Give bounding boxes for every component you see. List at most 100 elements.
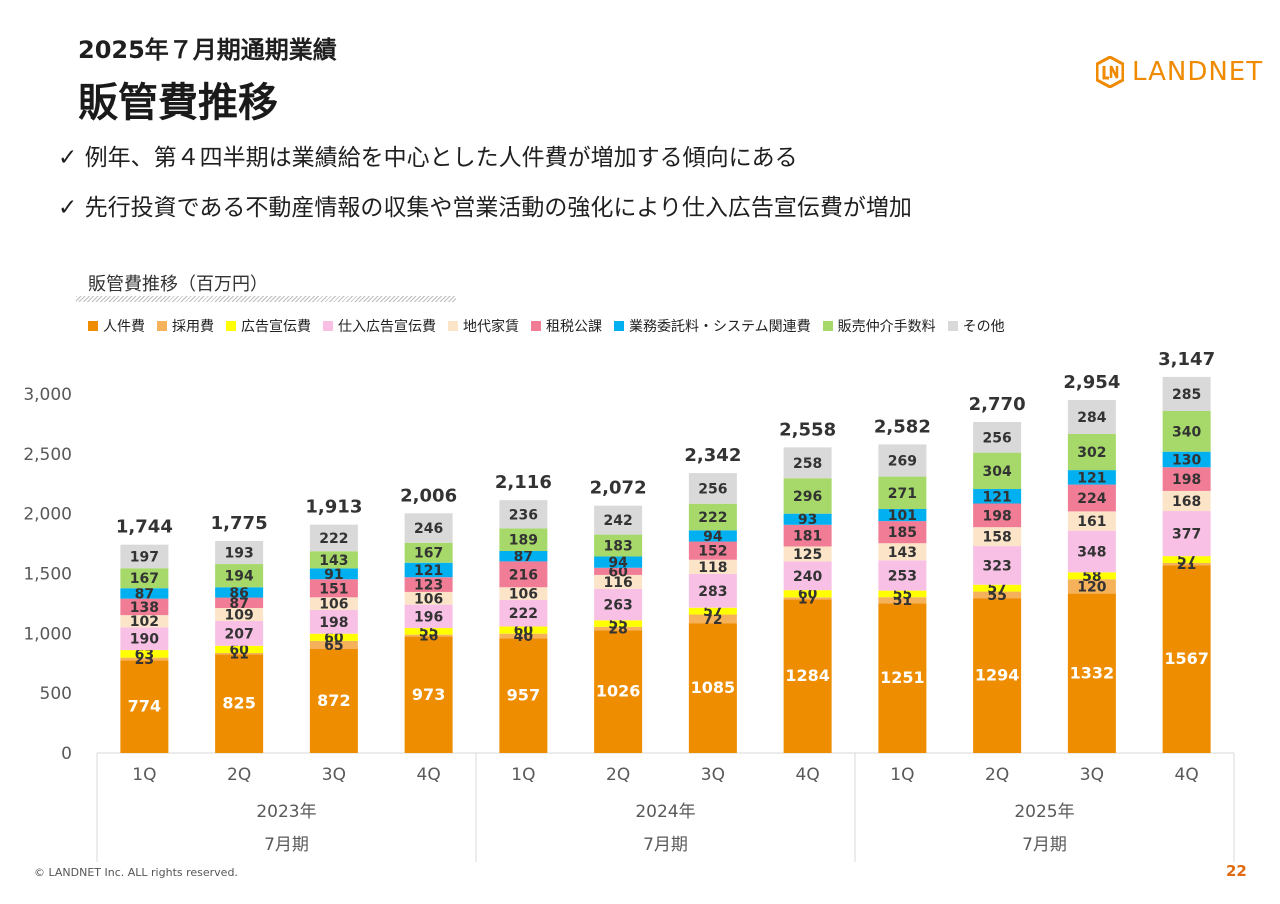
data-label: 152: [698, 544, 727, 560]
bar-segment: [499, 500, 548, 529]
legend-label: 仕入広告宣伝費: [338, 319, 436, 335]
x-tick-label: 4Q: [796, 765, 820, 785]
y-tick-label: 0: [61, 744, 72, 764]
data-label: 106: [509, 587, 538, 603]
data-label: 253: [888, 568, 917, 584]
legend-swatch: [614, 321, 624, 331]
chart-legend: 人件費 採用費 広告宣伝費 仕入広告宣伝費 地代家賃 租税公課 業務委託料・システム関連費 販…: [88, 316, 1017, 336]
bar-segment: [215, 621, 264, 646]
bar-segment: [973, 584, 1022, 592]
bar-segment: [120, 650, 169, 658]
data-label: 130: [1172, 452, 1201, 468]
total-label: 1,913: [305, 497, 362, 518]
data-label: 185: [888, 525, 917, 541]
data-label: 207: [225, 626, 254, 642]
data-label: 168: [1172, 494, 1201, 510]
data-label: 60: [324, 630, 344, 646]
bar-segment: [878, 444, 927, 477]
legend-item: 地代家賃: [448, 316, 519, 336]
y-tick-label: 2,500: [23, 445, 72, 465]
data-label: 181: [793, 529, 822, 545]
group-period-label: 7月期: [264, 835, 309, 855]
bar-segment: [783, 561, 832, 591]
data-label: 1085: [691, 678, 736, 697]
bar-segment: [120, 588, 169, 599]
bar-segment: [309, 648, 358, 753]
data-label: 55: [893, 587, 912, 603]
bar-segment: [1067, 530, 1116, 573]
bar-segment: [215, 652, 264, 655]
data-label: 60: [608, 564, 628, 580]
bar-segment: [309, 568, 358, 580]
bar-segment: [688, 614, 737, 624]
bar-segment: [973, 489, 1022, 504]
data-label: 125: [793, 547, 822, 563]
data-label: 118: [698, 560, 727, 576]
data-label: 285: [1172, 387, 1201, 403]
bar-segment: [594, 534, 643, 557]
data-label: 216: [509, 567, 538, 583]
total-label: 3,147: [1158, 349, 1215, 370]
data-label: 151: [319, 581, 348, 597]
y-tick-label: 2,000: [23, 505, 72, 525]
legend-swatch: [822, 321, 833, 331]
data-label: 340: [1172, 424, 1201, 440]
legend-item: 販売仲介手数料: [822, 316, 936, 336]
bar-segment: [1067, 511, 1116, 531]
x-tick-label: 2Q: [227, 765, 251, 785]
data-label: 304: [983, 464, 1012, 480]
bar-segment: [1162, 376, 1211, 411]
group-period-label: 7月期: [1022, 835, 1067, 855]
data-label: 973: [412, 685, 445, 704]
data-label: 258: [793, 456, 822, 472]
bar-segment: [120, 615, 169, 628]
bar-segment: [309, 524, 358, 552]
data-label: 236: [509, 507, 538, 523]
data-label: 55: [419, 624, 438, 640]
bar-segment: [688, 503, 737, 531]
bar-segment: [1067, 399, 1116, 434]
bar-segment: [973, 598, 1022, 753]
bar-segment: [878, 603, 927, 753]
data-label: 283: [698, 584, 727, 600]
total-label: 2,770: [969, 394, 1026, 415]
data-label: 774: [128, 697, 161, 716]
data-label: 106: [319, 597, 348, 613]
bar-segment: [404, 513, 453, 543]
data-label: 198: [983, 508, 1012, 524]
total-label: 2,558: [779, 419, 836, 440]
data-label: 167: [130, 571, 159, 587]
data-label: 377: [1172, 527, 1201, 543]
data-label: 167: [414, 546, 443, 562]
data-label: 825: [222, 694, 255, 713]
x-tick-label: 1Q: [132, 765, 156, 785]
y-tick-label: 1,500: [23, 565, 72, 585]
data-label: 121: [414, 563, 443, 579]
data-label: 87: [135, 586, 154, 602]
bar-segment: [688, 623, 737, 753]
total-label: 2,116: [495, 472, 552, 493]
legend-item: 採用費: [157, 316, 214, 336]
data-label: 348: [1077, 544, 1106, 560]
legend-swatch: [226, 321, 236, 331]
bar-segment: [688, 530, 737, 542]
legend-label: 販売仲介手数料: [837, 319, 936, 335]
bar-segment: [1162, 562, 1211, 566]
bar-segment: [1162, 556, 1211, 563]
bar-segment: [215, 564, 264, 588]
data-label: 94: [703, 529, 723, 545]
bullet-item: ✓ 例年、第４四半期は業績給を中心とした人件費が増加する傾向にある: [58, 145, 798, 171]
legend-label: 採用費: [172, 319, 214, 335]
bar-segment: [215, 540, 264, 565]
bar-segment: [973, 591, 1022, 599]
bar-segment: [783, 597, 832, 600]
bar-segment: [404, 634, 453, 637]
bar-segment: [594, 630, 643, 753]
data-label: 87: [514, 549, 533, 565]
data-label: 198: [1172, 472, 1201, 488]
data-label: 60: [798, 587, 818, 603]
bar-segment: [783, 599, 832, 753]
x-tick-label: 2Q: [985, 765, 1009, 785]
bar-segment: [1067, 579, 1116, 594]
data-label: 138: [130, 600, 159, 616]
